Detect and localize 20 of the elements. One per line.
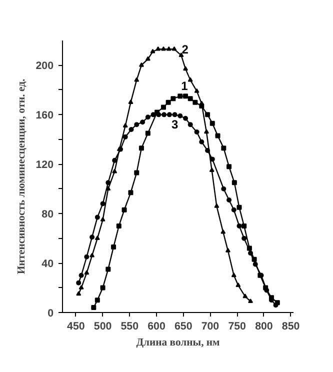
- y-tick-label: 120: [36, 159, 54, 172]
- y-tick-label: 160: [36, 110, 54, 122]
- y-tick-label: 40: [42, 258, 54, 270]
- x-tick-label: 750: [228, 320, 246, 332]
- x-tick-label: 450: [67, 320, 85, 332]
- y-tick-label: 80: [42, 208, 54, 221]
- series-label: 1: [181, 79, 188, 94]
- series-label: 2: [182, 42, 189, 57]
- x-axis-title: Длина волны, нм: [136, 338, 220, 348]
- y-axis-title: Интенсивность люминесценции, отн. ед.: [16, 78, 28, 274]
- x-tick-label: 600: [148, 320, 166, 332]
- x-tick-label: 850: [282, 320, 300, 332]
- y-tick-label: 200: [36, 60, 54, 72]
- series-label: 3: [171, 118, 178, 132]
- x-tick-label: 550: [120, 320, 139, 332]
- x-tick-label: 650: [174, 320, 192, 332]
- x-tick-label: 700: [201, 320, 220, 332]
- x-tick-label: 800: [255, 320, 273, 332]
- y-tick-label: 0: [48, 308, 54, 320]
- x-tick-label: 500: [94, 320, 112, 332]
